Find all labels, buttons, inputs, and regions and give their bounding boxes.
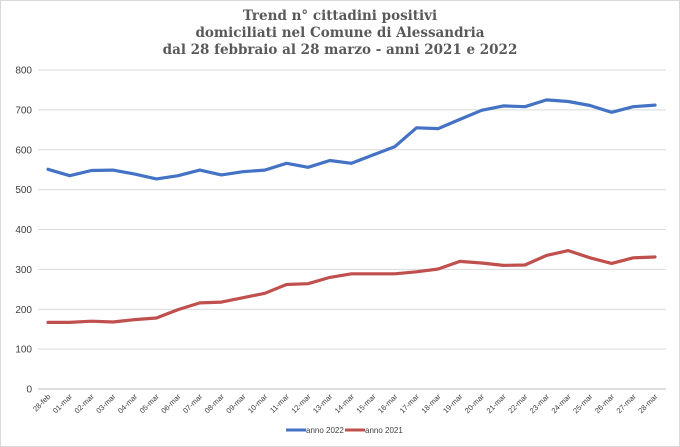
x-tick-label: 17-mar <box>398 392 422 416</box>
chart-title-line-1: Trend n° cittadini positivi <box>242 8 438 24</box>
x-tick-label: 03-mar <box>94 392 118 416</box>
y-axis-ticks: 0 100 200 300 400 500 600 700 800 <box>15 66 32 396</box>
x-tick-label: 13-mar <box>311 392 335 416</box>
x-tick-label: 04-mar <box>116 392 140 416</box>
x-tick-label: 10-mar <box>246 392 270 416</box>
x-tick-label: 21-mar <box>484 392 508 416</box>
gridlines <box>38 69 666 390</box>
x-tick-label: 06-mar <box>159 392 183 416</box>
x-tick-label: 16-mar <box>376 392 400 416</box>
x-tick-label: 28-mar <box>636 392 660 416</box>
x-tick-label: 23-mar <box>528 392 552 416</box>
x-tick-label: 27-mar <box>615 392 639 416</box>
x-tick-label: 15-mar <box>354 392 378 416</box>
legend-label: anno 2021 <box>365 426 403 435</box>
y-tick-label: 800 <box>15 66 32 77</box>
x-tick-label: 01-mar <box>51 392 75 416</box>
x-tick-label: 20-mar <box>463 392 487 416</box>
series-lines <box>46 98 657 324</box>
chart-title: Trend n° cittadini positivi domiciliati … <box>0 8 680 59</box>
y-tick-label: 600 <box>15 145 32 156</box>
x-tick-label: 12-mar <box>289 392 313 416</box>
x-tick-label: 05-mar <box>138 392 162 416</box>
x-tick-label: 07-mar <box>181 392 205 416</box>
chart-title-line-2: domiciliati nel Comune di Alessandria <box>195 25 485 41</box>
x-tick-label: 08-mar <box>203 392 227 416</box>
legend-label: anno 2022 <box>306 426 344 435</box>
chart-title-line-3: dal 28 febbraio al 28 marzo - anni 2021 … <box>162 42 518 58</box>
legend: anno 2022 anno 2021 <box>286 426 403 435</box>
y-tick-label: 400 <box>15 225 32 236</box>
x-tick-label: 22-mar <box>506 392 530 416</box>
y-tick-label: 500 <box>15 185 32 196</box>
x-tick-label: 25-mar <box>571 392 595 416</box>
y-tick-label: 100 <box>15 345 32 356</box>
x-axis-ticks: 28-feb01-mar02-mar03-mar04-mar05-mar06-m… <box>31 392 660 416</box>
x-tick-label: 28-feb <box>31 392 52 413</box>
y-tick-label: 700 <box>15 105 32 116</box>
series-line-anno-2021 <box>46 249 657 324</box>
x-tick-label: 09-mar <box>224 392 248 416</box>
x-tick-label: 14-mar <box>333 392 357 416</box>
series-line-anno-2022 <box>46 98 657 181</box>
y-tick-label: 0 <box>26 385 32 396</box>
x-tick-label: 11-mar <box>268 392 291 415</box>
x-tick-label: 02-mar <box>73 392 97 416</box>
y-tick-label: 300 <box>15 265 32 276</box>
x-tick-label: 26-mar <box>593 392 617 416</box>
x-tick-label: 24-mar <box>550 392 574 416</box>
x-tick-label: 18-mar <box>419 392 443 416</box>
y-tick-label: 200 <box>15 305 32 316</box>
x-tick-label: 19-mar <box>441 392 465 416</box>
